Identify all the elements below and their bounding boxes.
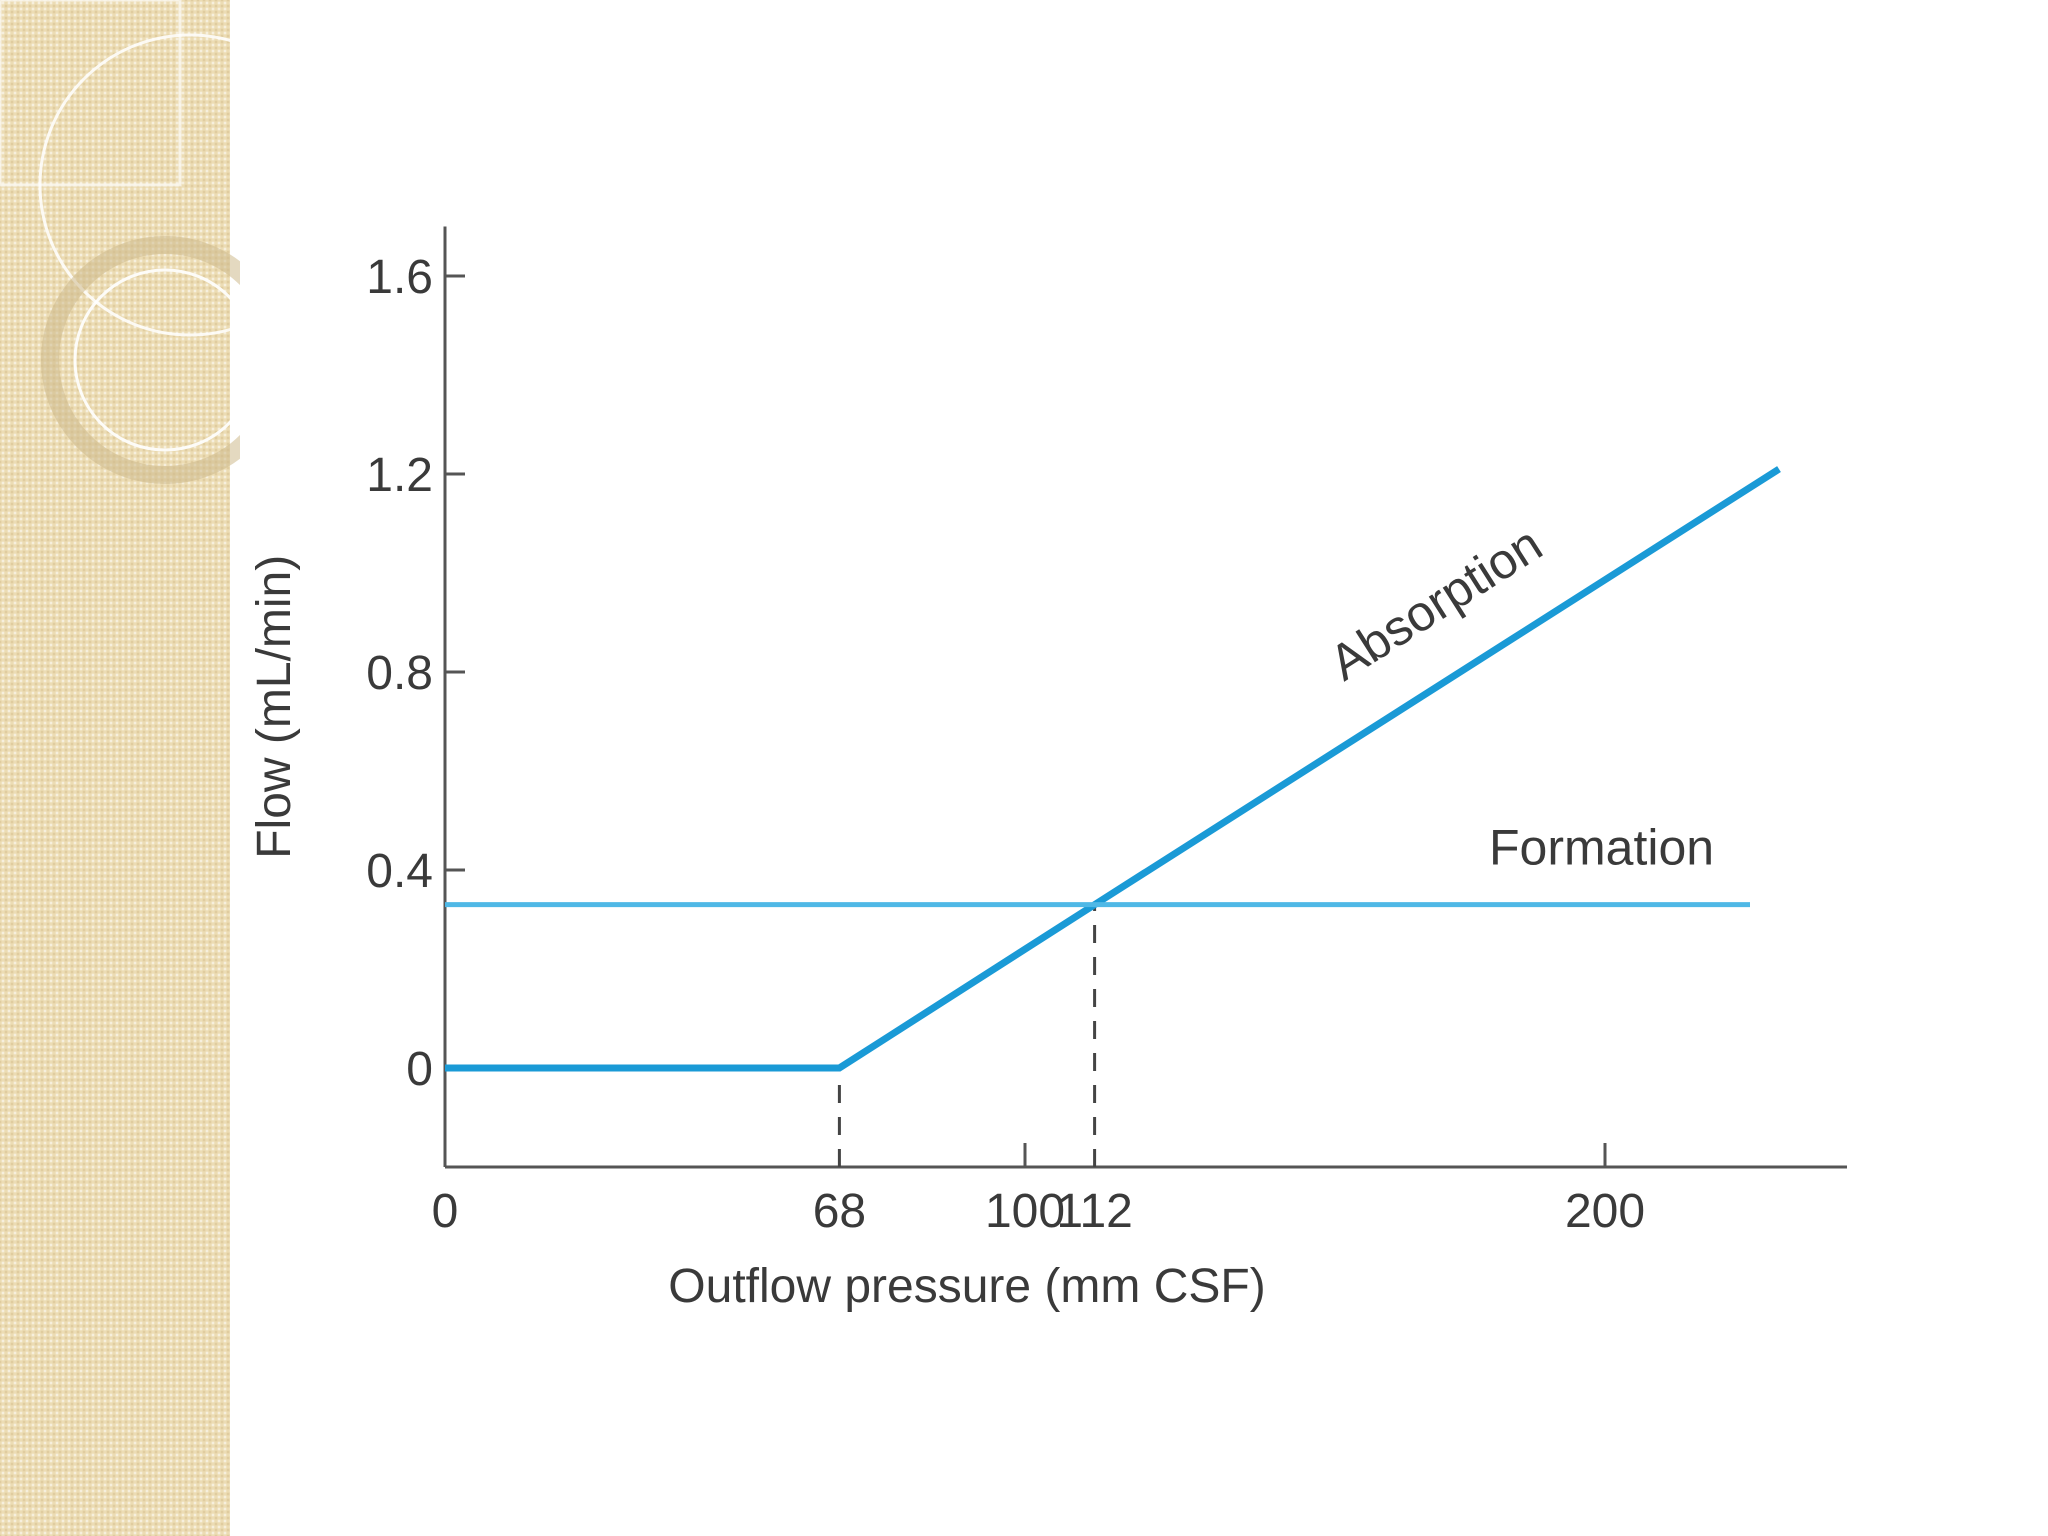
series-label-formation: Formation bbox=[1489, 820, 1714, 876]
decorative-rings bbox=[0, 0, 240, 484]
deco-ring-large bbox=[38, 33, 240, 337]
y-axis-title: Flow (mL/min) bbox=[248, 555, 301, 859]
y-tick-label: 1.6 bbox=[366, 251, 433, 304]
y-tick-label: 1.2 bbox=[366, 449, 433, 502]
x-tick-label: 68 bbox=[813, 1185, 866, 1238]
deco-square bbox=[0, 0, 182, 187]
x-tick-label: 100 bbox=[985, 1185, 1065, 1238]
y-axis-title-group: Flow (mL/min) bbox=[248, 555, 301, 859]
reference-lines bbox=[837, 904, 1097, 1167]
deco-ring-inner bbox=[73, 268, 240, 452]
deco-ring-outer bbox=[41, 236, 240, 484]
y-tick-label: 0.8 bbox=[366, 647, 433, 700]
series-lines bbox=[445, 466, 1781, 1072]
y-tick-label: 0.4 bbox=[366, 845, 433, 898]
x-tick-label: 112 bbox=[1056, 1185, 1133, 1238]
x-tick-label: 200 bbox=[1565, 1185, 1645, 1238]
series-label-absorption: Absorption bbox=[1320, 516, 1552, 692]
y-tick-label: 0 bbox=[406, 1043, 433, 1096]
series-line-absorption bbox=[445, 466, 1781, 1072]
x-axis-title: Outflow pressure (mm CSF) bbox=[668, 1260, 1265, 1313]
x-tick-label: 0 bbox=[432, 1185, 459, 1238]
